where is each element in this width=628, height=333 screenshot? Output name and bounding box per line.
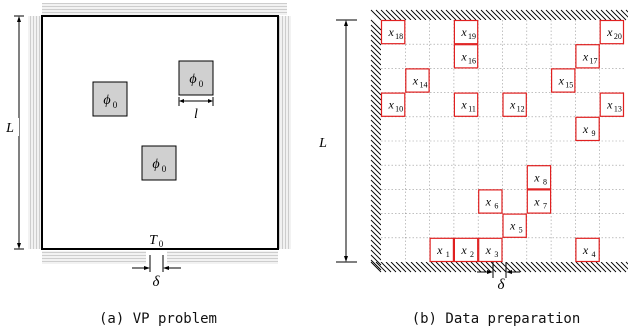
right-boundary-strip — [278, 16, 291, 249]
cell-x13: x 13 — [599, 92, 625, 117]
l-dimension: l — [178, 97, 214, 122]
cell-index-label: 17 — [590, 56, 598, 65]
delta-label: δ — [153, 274, 161, 290]
cell-index-label: 15 — [565, 81, 573, 90]
T0-label: T 0 — [149, 233, 164, 249]
cell-var-label: x — [582, 122, 589, 136]
cell-var-label: x — [533, 170, 540, 184]
cell-x19: x 19 — [453, 19, 479, 45]
cell-var-label: x — [485, 243, 492, 257]
panel-a: ϕ 0 ϕ 0 ϕ 0 l L — [5, 3, 291, 327]
cell-index-label: 3 — [494, 250, 498, 259]
hatched-boundary — [370, 9, 628, 273]
cell-index-label: 18 — [395, 32, 403, 41]
l-label: l — [194, 107, 198, 122]
cell-index-label: 8 — [543, 177, 547, 186]
cell-x10: x 10 — [380, 92, 406, 117]
delta-dimension-b: δ — [477, 262, 520, 293]
cell-x11: x 11 — [453, 92, 479, 117]
cell-x17: x 17 — [575, 44, 600, 69]
cell-var-label: x — [582, 49, 589, 63]
L-label-b: L — [318, 136, 327, 151]
cell-var-label: x — [412, 74, 419, 88]
cell-x12: x 12 — [502, 92, 527, 117]
cell-var-label: x — [460, 98, 467, 112]
cell-var-label: x — [460, 25, 467, 39]
cell-x16: x 16 — [453, 44, 479, 69]
caption-a: (a) VP problem — [99, 311, 217, 327]
top-boundary-strip — [42, 3, 287, 15]
heat-source-2: ϕ 0 — [178, 60, 214, 96]
cell-index-label: 16 — [468, 56, 476, 65]
cell-index-label: 14 — [419, 81, 427, 90]
cell-var-label: x — [558, 74, 565, 88]
svg-text:T: T — [149, 233, 158, 248]
domain-square — [41, 15, 279, 250]
cell-index-label: 1 — [446, 250, 450, 259]
cell-index-label: 13 — [614, 105, 622, 114]
phi-label: ϕ — [103, 93, 110, 108]
L-label: L — [5, 121, 14, 136]
cell-var-label: x — [606, 98, 613, 112]
cell-var-label: x — [387, 25, 394, 39]
cell-index-label: 6 — [494, 202, 498, 211]
left-boundary-strip — [28, 16, 41, 249]
cell-var-label: x — [460, 243, 467, 257]
phi-label: ϕ — [189, 72, 196, 87]
cell-var-label: x — [533, 195, 540, 209]
cell-index-label: 12 — [517, 105, 525, 114]
cell-var-label: x — [606, 25, 613, 39]
cell-index-label: 19 — [468, 32, 476, 41]
cell-index-label: 5 — [519, 226, 523, 235]
cell-x20: x 20 — [599, 19, 625, 45]
cell-var-label: x — [436, 243, 443, 257]
svg-text:0: 0 — [159, 239, 164, 249]
bottom-right-boundary-strip — [167, 251, 278, 264]
cell-var-label: x — [485, 195, 492, 209]
cell-var-label: x — [387, 98, 394, 112]
delta-dimension: δ — [132, 255, 181, 290]
phi-subscript: 0 — [162, 164, 167, 174]
delta-label-b: δ — [498, 277, 506, 293]
L-dimension: L — [5, 15, 24, 250]
phi-subscript: 0 — [199, 79, 204, 89]
L-dimension-b: L — [316, 19, 357, 263]
cell-index-label: 11 — [468, 105, 476, 114]
cell-var-label: x — [509, 98, 516, 112]
phi-subscript: 0 — [113, 100, 118, 110]
phi-label: ϕ — [152, 157, 159, 172]
cells: x 18 x 19 x 20x 16 x 17x 14 x 15x 10 x 11 x 12 x 13x 9x 8x 6 x… — [380, 19, 625, 263]
heat-source-1: ϕ 0 — [92, 81, 128, 117]
panel-b: x 18 x 19 x 20x 16 x 17x 14 x 15x 10 x 11 x 12 x 13x 9x 8x 6 x… — [316, 9, 628, 327]
caption-b: (b) Data preparation — [412, 311, 581, 327]
cell-index-label: 7 — [543, 202, 547, 211]
cell-index-label: 10 — [395, 105, 403, 114]
bottom-left-boundary-strip — [42, 251, 146, 264]
cell-index-label: 2 — [470, 250, 474, 259]
cell-x14: x 14 — [405, 68, 430, 93]
cell-index-label: 4 — [592, 250, 596, 259]
heat-source-3: ϕ 0 — [141, 145, 177, 181]
cell-var-label: x — [509, 219, 516, 233]
cell-var-label: x — [460, 49, 467, 63]
cell-x15: x 15 — [550, 68, 576, 93]
cell-x18: x 18 — [380, 19, 406, 45]
cell-index-label: 20 — [614, 32, 622, 41]
cell-index-label: 9 — [592, 129, 596, 138]
cell-var-label: x — [582, 243, 589, 257]
